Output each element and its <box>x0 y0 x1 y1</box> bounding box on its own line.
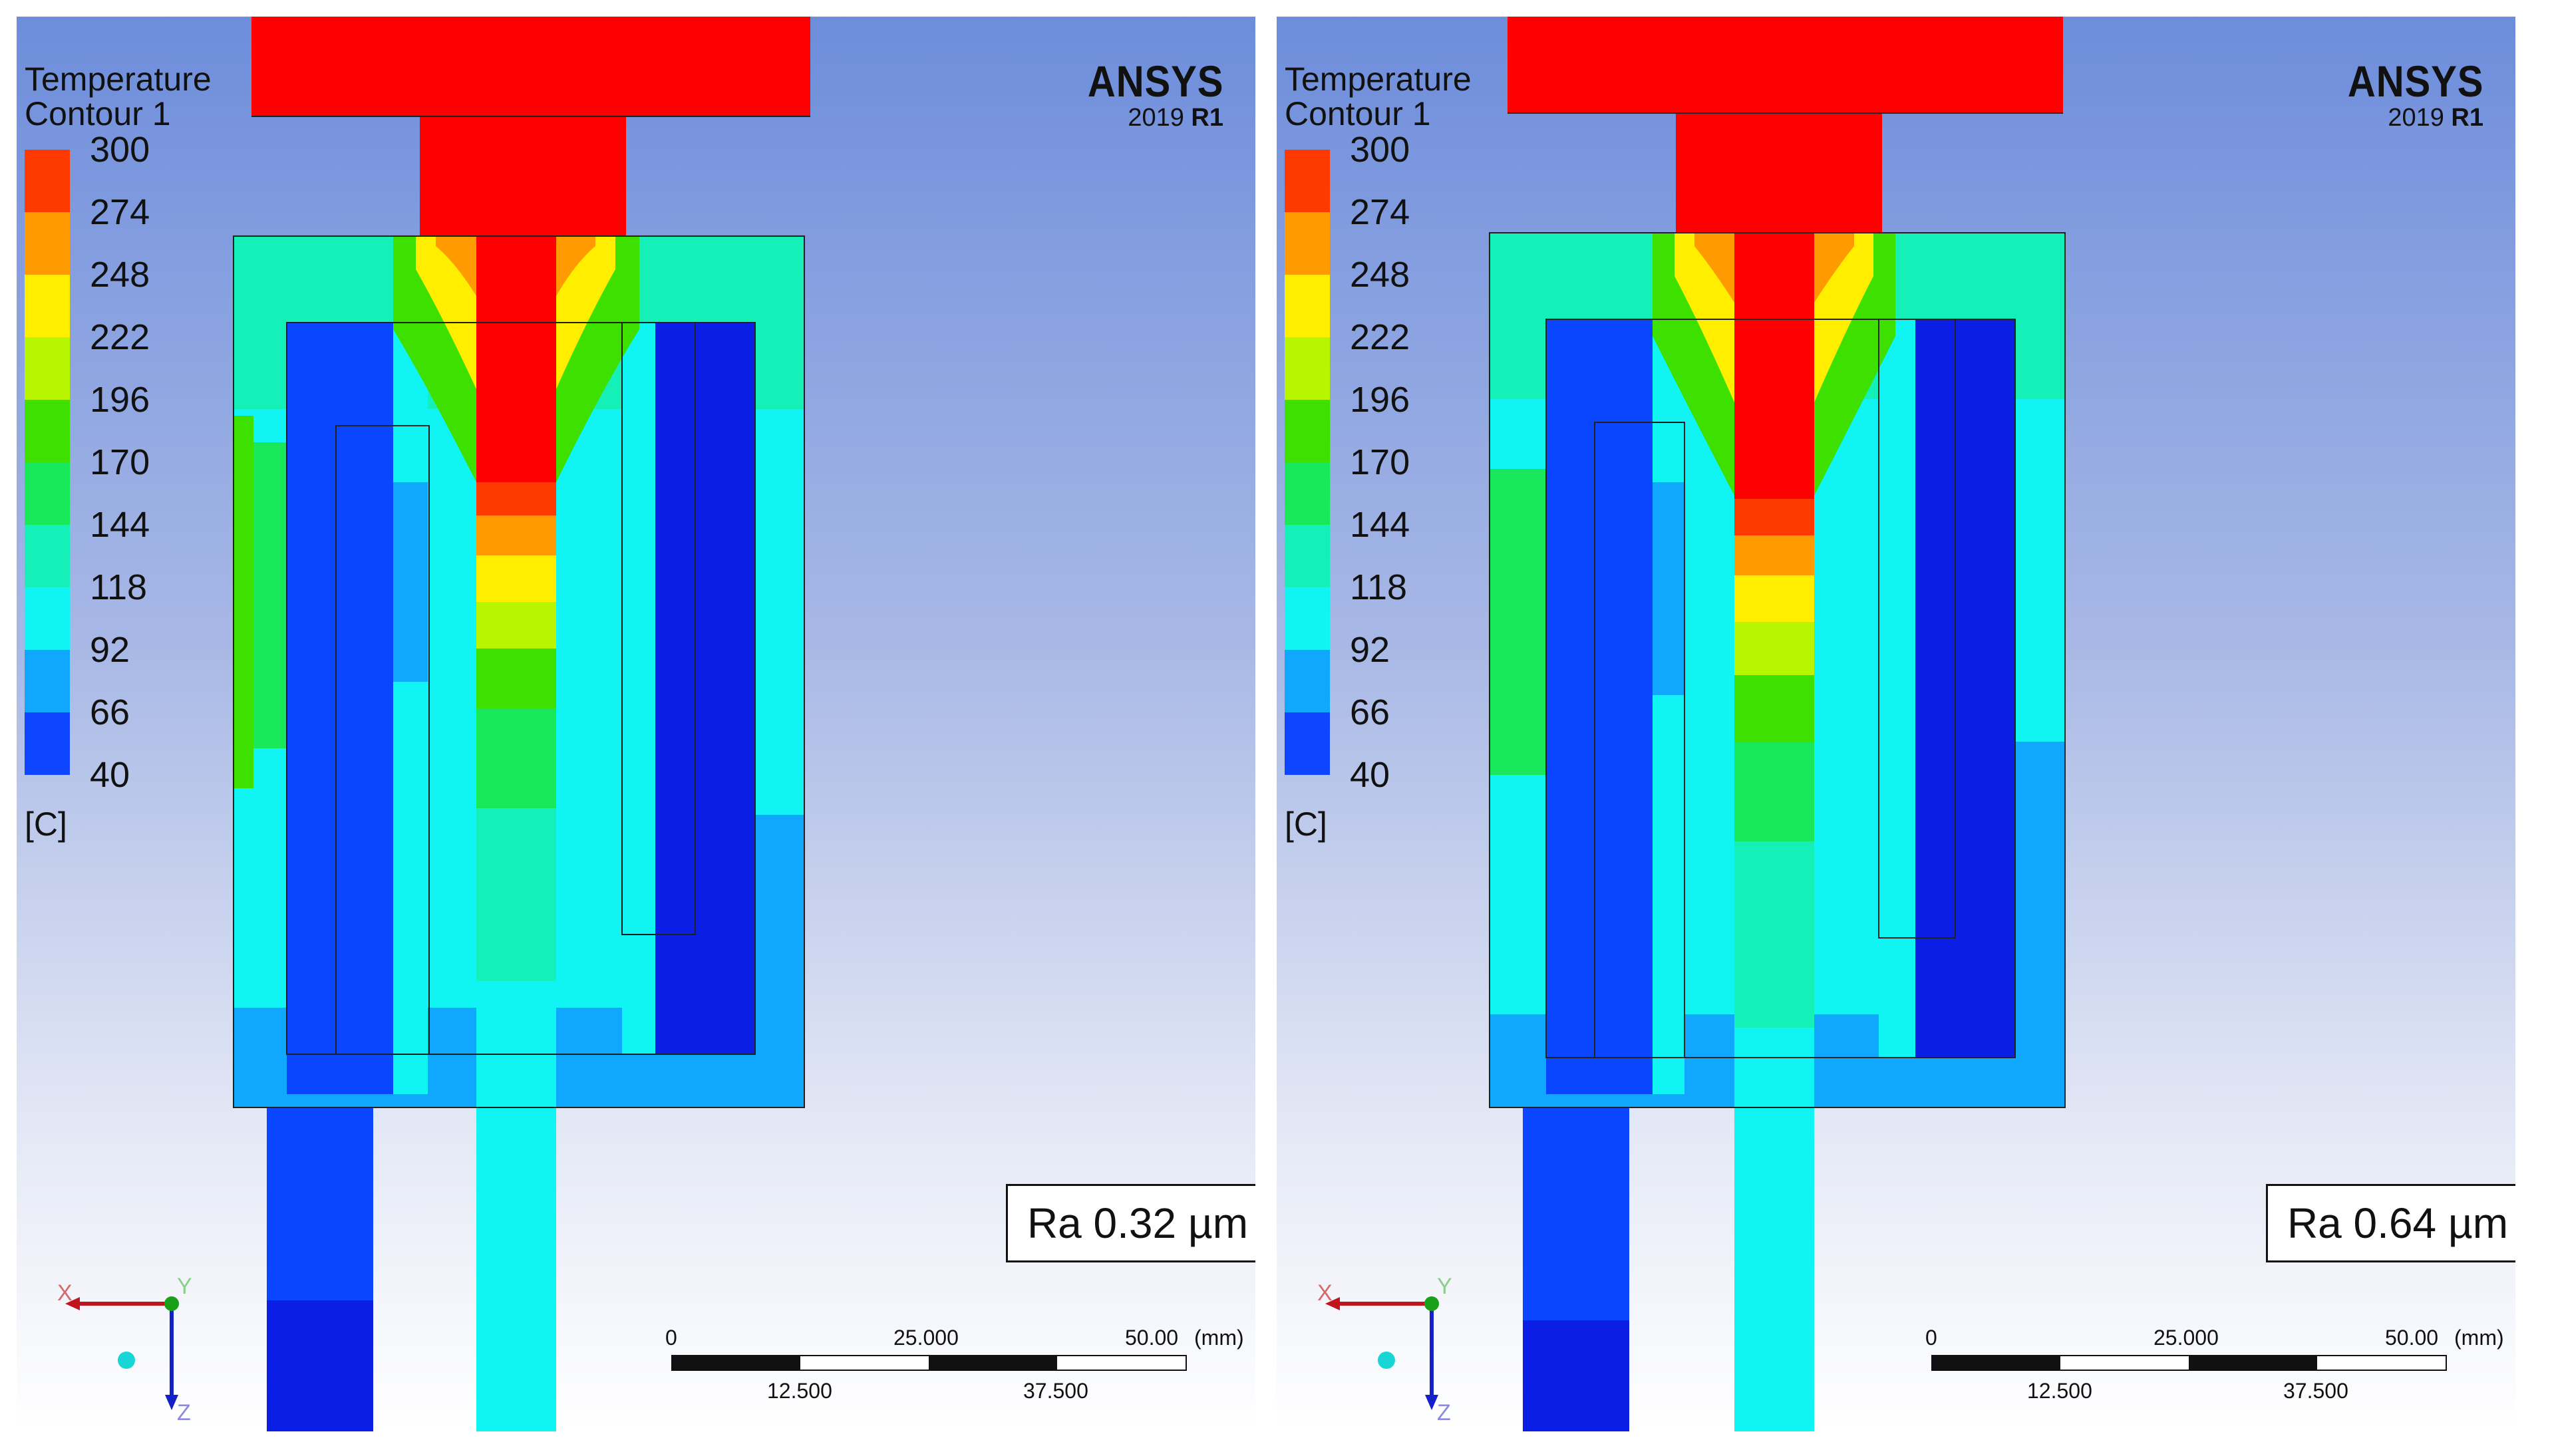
legend-color-band <box>25 462 70 525</box>
legend-title: Temperature Contour 1 <box>1285 62 1472 131</box>
scale-label: 25.000 <box>2153 1326 2219 1350</box>
ansys-logo: ANSYS 2019 R1 <box>2329 58 2483 131</box>
legend-title-text: Temperature <box>1285 61 1472 98</box>
scale-label: 25.000 <box>893 1326 959 1350</box>
legend-color-band <box>25 400 70 463</box>
version-year: 2019 <box>2388 104 2444 132</box>
brand-name: ANSYS <box>2347 57 2483 106</box>
scale-label: 37.500 <box>2283 1379 2348 1403</box>
contour-panel-right: Temperature Contour 1 300 274 248 222 19… <box>1277 17 2515 1431</box>
legend-color-band <box>25 650 70 713</box>
axis-z-label: Z <box>177 1400 191 1425</box>
legend-label: 222 <box>90 317 150 357</box>
legend-color-band <box>1285 212 1330 275</box>
legend-label: 248 <box>90 255 150 295</box>
axis-x-label: X <box>1317 1280 1333 1306</box>
temperature-contour-model <box>233 17 810 1431</box>
legend-color-band <box>1285 712 1330 775</box>
scale-bar <box>1931 1355 2447 1371</box>
color-legend-bar <box>25 150 70 775</box>
color-legend-bar <box>1285 150 1330 775</box>
legend-label: 118 <box>90 567 148 607</box>
version-release: R1 <box>2451 104 2483 132</box>
scale-label: 12.500 <box>2027 1379 2092 1403</box>
axis-z-label: Z <box>1437 1400 1451 1425</box>
version-release: R1 <box>1191 104 1223 132</box>
scale-bar <box>671 1355 1187 1371</box>
scale-label: 0 <box>665 1326 677 1350</box>
temperature-contour-model <box>1489 17 2066 1431</box>
legend-subtitle-text: Contour 1 <box>25 95 171 132</box>
legend-color-band <box>1285 587 1330 651</box>
legend-color-band <box>25 150 70 213</box>
axis-y-label: Y <box>1437 1274 1452 1299</box>
legend-color-band <box>25 212 70 275</box>
legend-title-text: Temperature <box>25 61 212 98</box>
legend-color-band <box>1285 275 1330 338</box>
legend-label: 248 <box>1350 255 1410 295</box>
version-year: 2019 <box>1128 104 1184 132</box>
legend-label: 92 <box>1350 630 1390 670</box>
legend-color-band <box>25 587 70 651</box>
scale-label: 0 <box>1925 1326 1937 1350</box>
legend-label: 170 <box>90 442 150 482</box>
legend-color-band <box>1285 337 1330 400</box>
roughness-label: Ra 0.64 µm <box>2266 1184 2515 1262</box>
scale-label: (mm) <box>1194 1326 1244 1350</box>
contour-panel-left: Temperature Contour 1 300 274 248 222 19… <box>17 17 1255 1431</box>
scale-label: 50.00 <box>1125 1326 1179 1350</box>
legend-label: 196 <box>90 380 150 420</box>
legend-color-band <box>25 525 70 588</box>
legend-subtitle-text: Contour 1 <box>1285 95 1431 132</box>
axis-triad: X Y Z <box>53 1267 192 1427</box>
ansys-logo: ANSYS 2019 R1 <box>1069 58 1223 131</box>
legend-unit: [C] <box>1285 805 1327 843</box>
legend-color-band <box>1285 400 1330 463</box>
brand-version: 2019 R1 <box>2329 104 2483 131</box>
legend-label: 274 <box>1350 192 1410 232</box>
legend-unit: [C] <box>25 805 67 843</box>
legend-color-band <box>25 275 70 338</box>
legend-label: 144 <box>1350 505 1410 545</box>
scale-label: 50.00 <box>2385 1326 2439 1350</box>
legend-label: 144 <box>90 505 150 545</box>
brand-version: 2019 R1 <box>1069 104 1223 131</box>
legend-label: 92 <box>90 630 130 670</box>
legend-label: 170 <box>1350 442 1410 482</box>
legend-label: 300 <box>90 130 150 170</box>
axis-y-label: Y <box>177 1274 192 1299</box>
legend-label: 196 <box>1350 380 1410 420</box>
legend-color-band <box>1285 650 1330 713</box>
legend-label: 66 <box>90 692 130 732</box>
legend-color-band <box>25 712 70 775</box>
legend-label: 40 <box>90 755 130 795</box>
legend-label: 222 <box>1350 317 1410 357</box>
legend-label: 118 <box>1350 567 1408 607</box>
legend-color-band <box>25 337 70 400</box>
legend-title: Temperature Contour 1 <box>25 62 212 131</box>
scale-label: 12.500 <box>767 1379 832 1403</box>
legend-color-band <box>1285 150 1330 213</box>
roughness-label: Ra 0.32 µm <box>1006 1184 1255 1262</box>
legend-label: 274 <box>90 192 150 232</box>
legend-color-band <box>1285 525 1330 588</box>
axis-x-label: X <box>57 1280 73 1306</box>
legend-label: 300 <box>1350 130 1410 170</box>
legend-label: 40 <box>1350 755 1390 795</box>
legend-label: 66 <box>1350 692 1390 732</box>
scale-label: (mm) <box>2454 1326 2504 1350</box>
scale-label: 37.500 <box>1023 1379 1088 1403</box>
legend-color-band <box>1285 462 1330 525</box>
brand-name: ANSYS <box>1087 57 1223 106</box>
axis-triad: X Y Z <box>1313 1267 1452 1427</box>
